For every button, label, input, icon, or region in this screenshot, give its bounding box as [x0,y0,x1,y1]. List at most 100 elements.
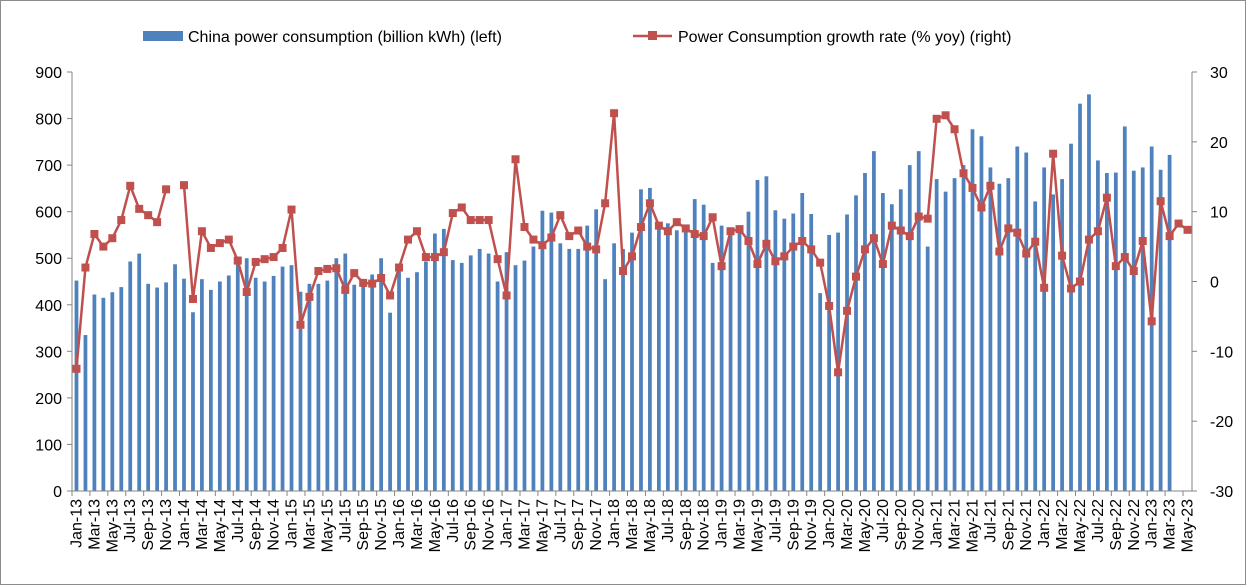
growth-point-marker [287,205,296,214]
growth-point-marker [224,235,233,244]
growth-point-marker [619,267,628,276]
growth-point-marker [1165,232,1174,241]
consumption-bar [208,289,213,491]
consumption-bar [630,232,634,491]
x-axis-tick-label: Sep-19 [785,499,802,551]
consumption-bar [361,286,366,491]
growth-point-marker [1067,284,1076,293]
left-axis-tick-label: 700 [35,158,62,175]
growth-point-marker [1111,262,1120,271]
consumption-bar [182,278,186,491]
x-axis-tick-label: Mar-23 [1162,499,1179,550]
growth-point-marker [547,233,556,242]
x-axis-tick-label: May-23 [1180,499,1197,552]
left-axis-tick-label: 600 [35,205,62,222]
left-axis-tick-label: 300 [35,344,62,361]
consumption-bar [854,195,858,491]
legend-swatch-consumption [143,31,183,41]
consumption-bar [674,230,679,492]
consumption-bar [1078,103,1082,491]
growth-point-marker [520,223,529,232]
growth-point-marker [699,232,708,241]
growth-point-marker [269,253,278,262]
growth-point-marker [816,258,825,267]
consumption-bar [119,287,124,491]
x-axis-tick-label: Mar-15 [301,499,318,550]
consumption-bar [1051,194,1056,492]
x-axis-tick-label: May-20 [857,499,874,552]
consumption-bar [764,176,769,492]
consumption-bar [683,227,688,491]
growth-point-marker [681,224,690,233]
growth-point-marker [126,181,135,190]
growth-point-marker [977,203,986,212]
growth-point-marker [708,213,717,222]
growth-point-marker [475,216,484,225]
right-axis-tick-label: 30 [1210,65,1228,82]
growth-point-marker [645,199,654,208]
legend-swatch-growth-marker [648,31,657,40]
consumption-bar [289,265,294,491]
growth-point-marker [610,109,619,118]
left-axis-tick-label: 100 [35,437,62,454]
growth-point-marker [305,292,314,301]
x-axis-tick-label: Mar-14 [194,499,211,550]
consumption-bar [1087,94,1091,491]
consumption-bar [522,260,527,491]
growth-point-marker [1147,317,1156,326]
growth-point-marker [511,155,520,164]
x-axis-tick-label: Nov-17 [588,499,605,551]
x-axis-tick-label: Jan-13 [68,499,85,548]
legend-label-growth: Power Consumption growth rate (% yoy) (r… [678,29,1011,46]
consumption-bar [477,248,482,491]
growth-point-marker [914,212,923,221]
consumption-bar [235,262,240,491]
growth-point-marker [735,225,744,234]
growth-point-marker [771,257,780,266]
growth-point-marker [144,211,153,220]
growth-point-marker [1183,225,1192,234]
growth-point-marker [1058,251,1067,260]
consumption-bar [92,294,97,491]
x-axis-tick-label: Nov-13 [158,499,175,551]
x-axis-tick-label: Sep-17 [570,499,587,551]
x-axis-tick-label: Jan-22 [1036,499,1053,548]
x-axis-tick-label: May-19 [749,499,766,552]
x-axis-tick-label: May-15 [319,499,336,552]
growth-point-marker [188,294,197,303]
consumption-bar [280,266,285,491]
growth-point-marker [663,227,672,236]
consumption-bar [217,281,222,491]
growth-point-marker [869,234,878,243]
consumption-bar [200,279,204,491]
growth-point-marker [690,230,699,239]
x-axis-ticks: Jan-13 Mar-13 May-13 Jul-13 Sep-13 Nov-13 Jan-… [68,491,1197,552]
x-axis-tick-label: Mar-18 [624,499,641,550]
consumption-bar [889,204,894,491]
x-axis-tick-label: Sep-13 [140,499,157,551]
growth-point-marker [251,257,260,266]
x-axis-tick-label: Jul-18 [660,499,677,543]
x-axis-tick-label: May-16 [427,499,444,552]
right-axis-tick-label: -10 [1210,344,1233,361]
growth-point-marker [215,239,224,248]
growth-point-marker [896,226,905,235]
x-axis-tick-label: Jul-21 [982,499,999,543]
growth-point-marker [72,364,81,373]
left-axis-ticks: 0 100 200 300 400 500 600 700 800 900 [35,65,72,501]
x-axis-tick-label: Sep-14 [248,499,265,551]
x-axis-tick-label: Mar-22 [1054,499,1071,550]
growth-point-marker [941,111,950,120]
x-axis-tick-label: May-22 [1072,499,1089,552]
consumption-bar [782,218,787,491]
growth-point-marker [395,263,404,272]
growth-point-marker [457,203,466,212]
consumption-bar [1069,143,1073,491]
growth-point-marker [1031,237,1040,246]
growth-point-marker [233,256,242,265]
growth-point-marker [421,253,430,262]
growth-point-marker [672,218,681,227]
growth-point-marker [798,236,807,245]
growth-point-marker [404,235,412,244]
growth-point-marker [1174,219,1183,228]
